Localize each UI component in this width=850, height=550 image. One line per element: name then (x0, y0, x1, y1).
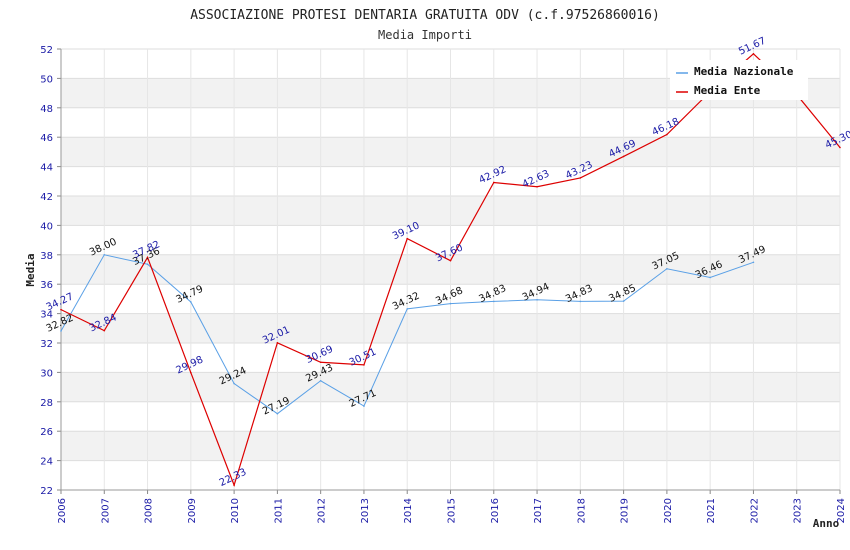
x-tick-label: 2012 (317, 498, 328, 523)
data-point-media-ente (146, 256, 149, 259)
y-tick-label: 30 (40, 368, 53, 379)
x-tick-label: 2013 (360, 498, 371, 523)
data-label-media-nazionale: 34.79 (174, 284, 205, 306)
y-tick-label: 38 (40, 251, 53, 262)
y-tick-label: 34 (40, 310, 53, 321)
data-point-media-ente (622, 155, 625, 158)
data-point-media-ente (579, 177, 582, 179)
axes (57, 48, 841, 494)
x-tick-label: 2018 (576, 498, 587, 523)
data-point-media-nazionale (752, 261, 755, 264)
data-point-media-ente (319, 361, 322, 364)
data-point-media-ente (103, 329, 106, 332)
legend-label-media-nazionale: Media Nazionale (694, 65, 794, 78)
data-point-media-nazionale (406, 308, 409, 310)
x-tick-label: 2009 (187, 498, 198, 523)
x-tick-label: 2014 (403, 498, 414, 523)
x-tick-label: 2024 (836, 498, 847, 523)
x-axis-label: Anno (813, 517, 840, 530)
x-tick-label: 2023 (793, 498, 804, 523)
y-tick-label: 24 (40, 457, 53, 468)
data-point-media-ente (406, 237, 409, 240)
y-tick-label: 32 (40, 339, 53, 350)
y-tick-label: 36 (40, 280, 53, 291)
x-tick-label: 2015 (447, 498, 458, 523)
data-label-media-ente: 22.33 (218, 467, 249, 489)
y-tick-label: 44 (40, 163, 53, 174)
y-tick-label: 26 (40, 427, 53, 438)
data-point-media-nazionale (622, 300, 625, 302)
data-point-media-nazionale (449, 302, 452, 305)
y-axis-label: Media (24, 253, 37, 286)
x-tick-label: 2006 (57, 498, 68, 523)
y-tick-label: 40 (40, 221, 53, 232)
chart-title: ASSOCIAZIONE PROTESI DENTARIA GRATUITA O… (190, 8, 660, 23)
data-point-media-nazionale (233, 382, 235, 385)
legend: Media Nazionale Media Ente (670, 60, 808, 100)
data-point-media-ente (492, 181, 495, 184)
data-point-media-nazionale (666, 267, 668, 270)
chart-subtitle: Media Importi (378, 28, 472, 42)
x-tick-label: 2007 (100, 498, 111, 523)
x-tick-label: 2021 (706, 498, 717, 523)
data-point-media-ente (60, 308, 62, 311)
y-tick-label: 48 (40, 104, 53, 115)
x-tick-label: 2016 (490, 498, 501, 523)
y-tick-label: 42 (40, 192, 53, 203)
y-tick-label: 28 (40, 398, 53, 409)
data-point-media-ente (536, 185, 538, 188)
data-point-media-ente (363, 364, 365, 366)
y-tick-label: 46 (40, 133, 53, 144)
x-tick-label: 2008 (144, 498, 155, 523)
y-tick-label: 22 (40, 486, 53, 497)
data-point-media-nazionale (103, 254, 106, 256)
y-tick-labels: 22 24 26 28 30 32 34 36 38 40 42 44 46 48 50 52 (40, 45, 53, 497)
data-point-media-ente (752, 53, 755, 55)
y-tick-label: 50 (40, 74, 53, 85)
x-tick-label: 2017 (533, 498, 544, 523)
legend-box (670, 60, 808, 100)
data-point-media-nazionale (579, 300, 582, 303)
data-label-media-nazionale: 34.32 (391, 291, 422, 313)
data-point-media-nazionale (146, 263, 149, 266)
x-tick-label: 2010 (230, 498, 241, 523)
data-point-media-ente (449, 259, 452, 262)
data-point-media-nazionale (276, 412, 279, 415)
data-point-media-ente (233, 484, 235, 486)
x-tick-label: 2019 (620, 498, 631, 523)
x-tick-label: 2020 (663, 498, 674, 523)
data-point-media-nazionale (709, 276, 711, 279)
data-point-media-ente (839, 146, 841, 149)
data-point-media-nazionale (363, 405, 365, 407)
data-point-media-nazionale (319, 379, 322, 382)
data-point-media-ente (666, 133, 668, 136)
data-point-media-ente (190, 371, 192, 374)
y-tick-label: 52 (40, 45, 53, 56)
data-label-media-ente: 34.27 (45, 291, 76, 313)
data-point-media-nazionale (190, 301, 192, 303)
x-tick-label: 2011 (273, 498, 284, 523)
data-point-media-ente (276, 342, 279, 344)
x-tick-label: 2022 (749, 498, 760, 523)
data-point-media-nazionale (60, 330, 62, 332)
x-tick-labels: 2006 2007 2008 2009 2010 2011 2012 2013 2014 2015… (57, 498, 847, 523)
data-point-media-nazionale (492, 300, 495, 303)
data-point-media-nazionale (536, 298, 538, 301)
legend-label-media-ente: Media Ente (694, 84, 761, 97)
